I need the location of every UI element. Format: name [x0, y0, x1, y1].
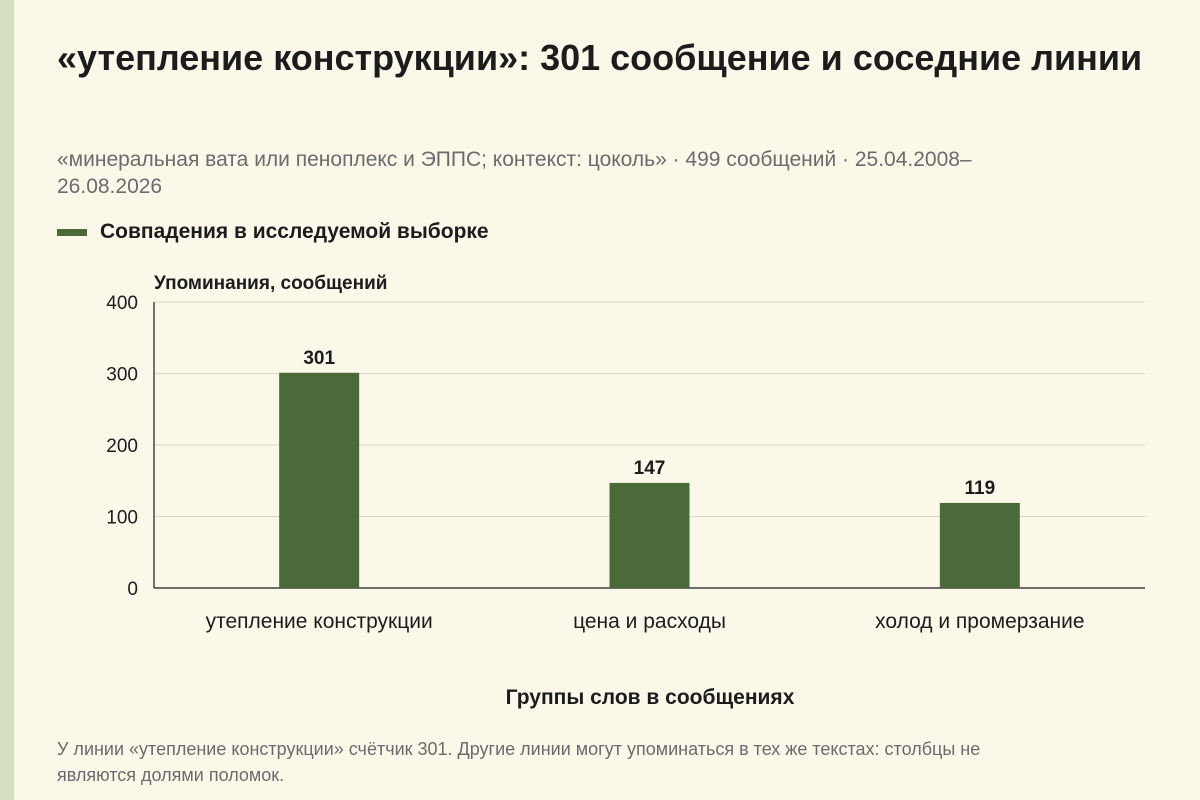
bar-value-label: 119	[965, 478, 996, 499]
chart-title: «утепление конструкции»: 301 сообщение и…	[57, 37, 1143, 78]
bar	[279, 372, 360, 588]
bar	[939, 502, 1020, 588]
legend-label: Совпадения в исследуемой выборке	[100, 220, 489, 243]
bars: 301 147 119	[279, 348, 1020, 588]
y-tick-label: 300	[106, 365, 138, 386]
chart-subtitle: «минеральная вата или пеноплекс и ЭППС; …	[57, 148, 972, 198]
x-axis-title: Группы слов в сообщениях	[505, 686, 795, 709]
x-tick-label: цена и расходы	[573, 610, 726, 633]
y-tick-label: 0	[127, 579, 138, 600]
side-accent-strip	[0, 0, 14, 800]
legend: Совпадения в исследуемой выборке	[57, 220, 489, 244]
y-tick-label: 200	[106, 436, 138, 457]
bar-value-label: 301	[303, 348, 335, 369]
y-axis-title: Упоминания, сообщений	[154, 273, 388, 294]
bar	[609, 482, 690, 588]
legend-swatch	[57, 228, 87, 236]
bar-value-label: 147	[634, 458, 666, 479]
y-tick-label: 400	[106, 293, 138, 314]
y-tick-label: 100	[106, 508, 138, 529]
footnote: У линии «утепление конструкции» счётчик …	[57, 739, 981, 785]
x-tick-label: утепление конструкции	[206, 610, 433, 633]
x-tick-label: холод и промерзание	[875, 610, 1084, 633]
